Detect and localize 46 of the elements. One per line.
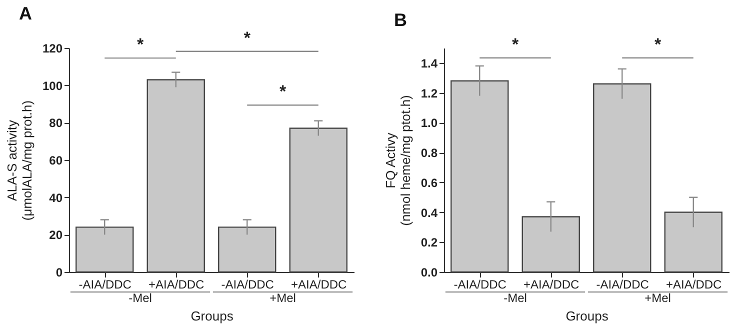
y-tick-label: 0 [56, 266, 63, 280]
y-tick-label: 0.6 [420, 176, 438, 190]
y-tick-label: 1.4 [420, 56, 438, 70]
y-axis-title: ALA-S activity (μmolALA/mg prot.h) [4, 100, 34, 221]
x-tick-label: -AIA/DDC [78, 278, 132, 292]
y-tick-label: 1.0 [420, 116, 438, 130]
y-tick-label: 20 [49, 228, 63, 242]
bar [522, 216, 580, 273]
annotation: * [654, 34, 662, 54]
y-tick-label: 60 [49, 154, 63, 168]
annotation: * [512, 34, 519, 54]
x-tick-label: -AIA/DDC [454, 278, 507, 292]
x-tick-label: +AIA/DDC [524, 278, 580, 292]
y-axis-title: FQ Activy (nmol heme/mg ptot.h) [382, 95, 413, 226]
text: +Mel [644, 291, 671, 305]
bar [76, 226, 134, 273]
bar [218, 226, 276, 273]
x-tick-label: +AIA/DDC [291, 278, 348, 292]
y-tick-label: 80 [49, 116, 63, 130]
x-tick-label: +AIA/DDC [666, 278, 722, 292]
x-tick-label: -AIA/DDC [221, 278, 274, 292]
x-tick-label: -AIA/DDC [596, 278, 650, 292]
bar [593, 83, 652, 273]
chart-title: B [394, 10, 407, 30]
bar [146, 79, 205, 273]
y-tick-label: 0.4 [420, 206, 438, 220]
bar [450, 80, 509, 273]
bar [289, 128, 348, 273]
x-axis-title: Groups [566, 308, 609, 324]
annotation: * [136, 35, 144, 54]
text: -Mel [128, 291, 152, 305]
y-tick-label: 120 [42, 42, 63, 56]
y-tick-label: 100 [42, 78, 63, 93]
y-tick-label: 0.0 [420, 266, 438, 280]
x-axis-title: Groups [190, 308, 234, 324]
y-tick-label: 1.2 [420, 86, 438, 100]
text: +Mel [270, 291, 296, 305]
y-tick-label: 40 [49, 190, 63, 205]
y-tick-label: 0.2 [420, 236, 438, 250]
text: * [244, 28, 251, 48]
y-tick-label: 0.8 [420, 146, 438, 160]
text: -Mel [504, 291, 527, 305]
x-tick-label: +AIA/DDC [148, 278, 205, 292]
chart-title: A [19, 3, 32, 24]
annotation: * [279, 82, 286, 102]
bar [664, 212, 722, 273]
